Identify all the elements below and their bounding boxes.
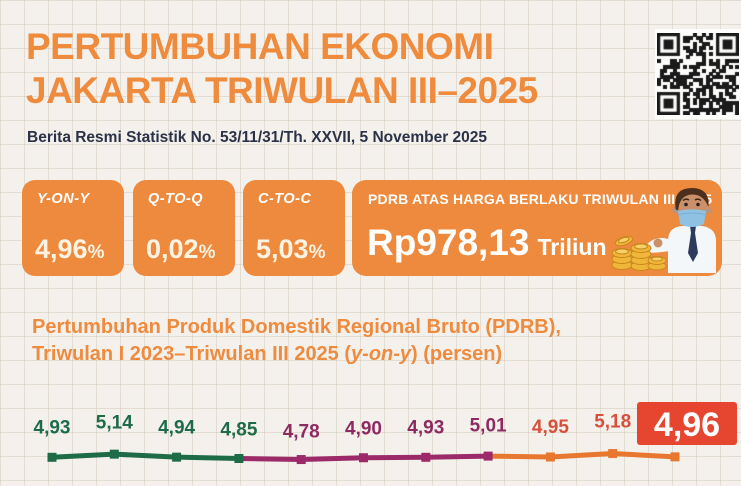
growth-line-chart: 4,93 5,14 4,94 4,85 4,78 4,90 4,93 5,01 4,95 5,18…	[34, 402, 737, 465]
chart-point-marker	[172, 452, 182, 462]
chart-point-marker	[359, 453, 368, 463]
percent-sign: %	[198, 242, 216, 263]
chart-line-segment	[176, 454, 239, 461]
chart-title-text: Triwulan I 2023–Triwulan III 2025 (	[32, 343, 352, 365]
chart-point-label: 5,14	[96, 412, 133, 433]
chart-section-title-line2: Triwulan I 2023–Triwulan III 2025 (y-on-…	[32, 341, 561, 368]
chart-line-segment	[425, 453, 489, 460]
chart-point-marker	[608, 449, 618, 459]
chart-section-title: Pertumbuhan Produk Domestik Regional Bru…	[32, 314, 561, 368]
chart-line-segment	[238, 456, 302, 463]
stat-card-q-to-q: Q-TO-Q 0,02%	[133, 180, 235, 276]
stat-value: 5,03%	[256, 234, 325, 265]
chart-point-marker	[421, 452, 431, 462]
chart-point-label: 4,94	[158, 417, 195, 438]
pdrb-value-number: Rp978,13	[367, 222, 530, 263]
chart-point-marker	[47, 452, 57, 462]
chart-line-segment	[488, 453, 551, 460]
chart-title-yony: y-on-y	[351, 343, 412, 365]
percent-sign: %	[87, 242, 105, 263]
stat-label: C-TO-C	[258, 191, 312, 207]
chart-point-marker	[545, 452, 555, 462]
chart-line-segment	[550, 451, 613, 460]
finance-man-coins-illustration	[611, 188, 716, 273]
chart-point-label: 4,93	[407, 418, 444, 439]
chart-line-segment	[51, 451, 115, 460]
chart-point-marker	[109, 449, 119, 459]
coin-stack-icon	[611, 235, 667, 271]
page-title-line2: JAKARTA TRIWULAN III–2025	[26, 70, 538, 111]
pdrb-label: PDRB ATAS HARGA BERLAKU TRIWULAN III-202…	[368, 191, 713, 207]
chart-line-segment	[301, 455, 364, 463]
stat-card-y-on-y: Y-ON-Y 4,96%	[22, 180, 124, 276]
chart-highlight-box	[637, 402, 737, 445]
pdrb-unit: Triliun	[537, 234, 607, 260]
chart-line-segment	[612, 451, 676, 460]
release-info: Berita Resmi Statistik No. 53/11/31/Th. …	[27, 129, 488, 146]
chart-point-label: 5,18	[594, 411, 631, 432]
chart-point-label: 5,01	[470, 416, 507, 437]
chart-point-marker	[296, 455, 306, 465]
chart-section-title-line1: Pertumbuhan Produk Domestik Regional Bru…	[32, 316, 561, 338]
page-title: PERTUMBUHAN EKONOMI JAKARTA TRIWULAN III…	[26, 25, 538, 113]
stat-card-c-to-c: C-TO-C 5,03%	[243, 180, 345, 276]
chart-point-marker	[234, 454, 244, 463]
stat-value-number: 5,03	[256, 234, 309, 264]
chart-point-label: 4,95	[532, 417, 569, 438]
pdrb-value: Rp978,13 Triliun	[367, 222, 607, 264]
chart-point-marker	[483, 451, 493, 461]
stat-value-number: 0,02	[146, 234, 199, 264]
qr-code-icon	[657, 33, 739, 115]
chart-point-label: 4,90	[345, 418, 382, 439]
stat-label: Q-TO-Q	[148, 191, 204, 207]
percent-sign: %	[308, 242, 326, 263]
chart-point-label: 4,85	[220, 420, 257, 441]
chart-line-segment	[114, 451, 177, 460]
chart-point-label: 4,93	[34, 418, 71, 439]
stat-value: 0,02%	[146, 234, 215, 265]
chart-title-text: ) (persen)	[411, 343, 503, 365]
chart-point-marker	[670, 452, 680, 462]
stat-value: 4,96%	[35, 234, 104, 265]
man-with-mask-icon	[646, 188, 716, 273]
pdrb-card: PDRB ATAS HARGA BERLAKU TRIWULAN III-202…	[352, 180, 722, 276]
page-title-line1: PERTUMBUHAN EKONOMI	[26, 26, 494, 67]
stat-value-number: 4,96	[35, 234, 88, 264]
qr-code-container	[655, 29, 741, 119]
chart-point-label: 4,78	[283, 421, 320, 442]
chart-highlight-value: 4,96	[654, 406, 720, 444]
stat-label: Y-ON-Y	[37, 191, 90, 207]
